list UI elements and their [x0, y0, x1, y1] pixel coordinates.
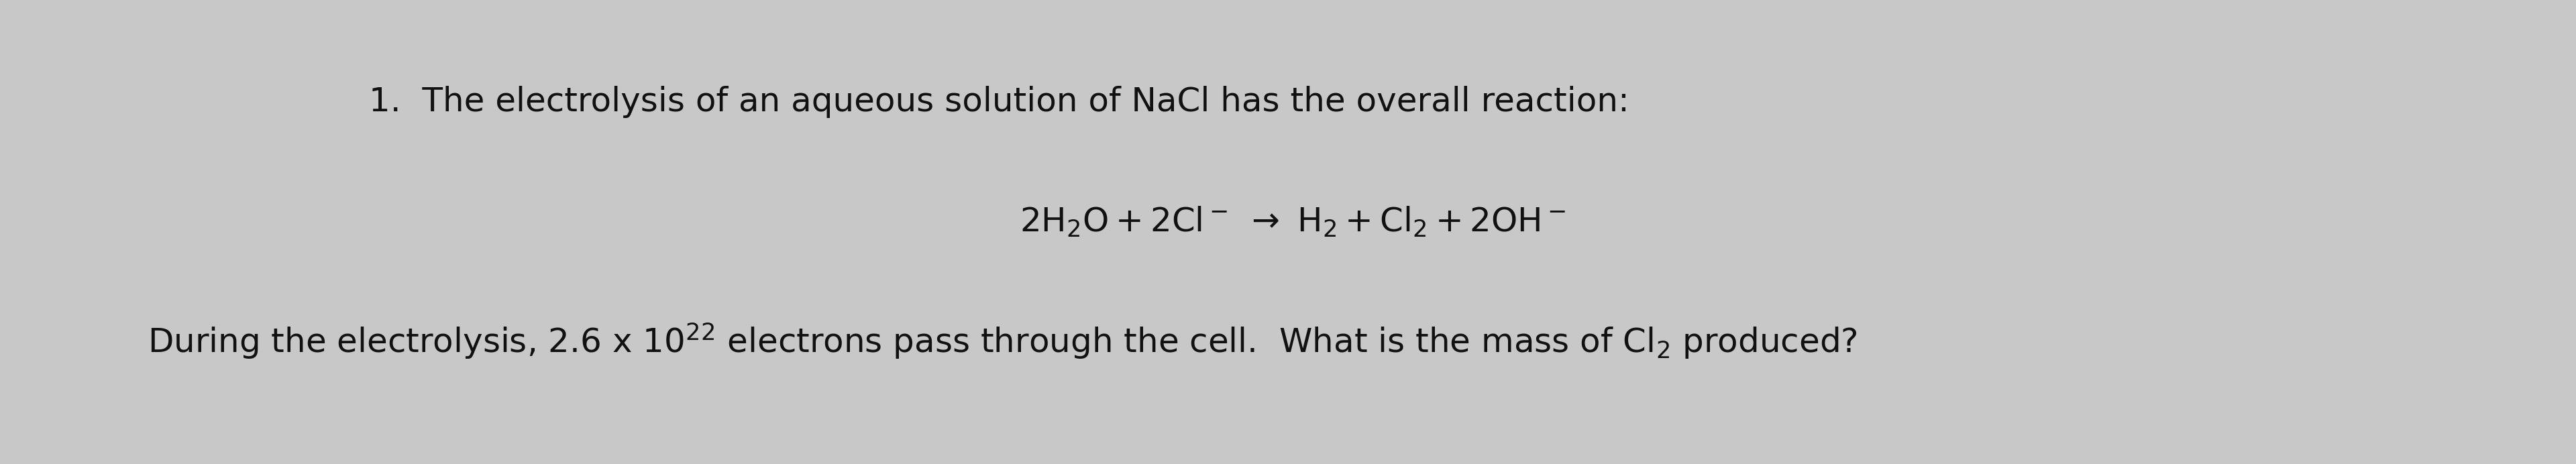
Text: 1.  The electrolysis of an aqueous solution of NaCl has the overall reaction:: 1. The electrolysis of an aqueous soluti… [368, 86, 1631, 118]
Text: $\mathregular{2H_2O + 2Cl^-\ \rightarrow\ H_2 + Cl_2 + 2OH^-}$: $\mathregular{2H_2O + 2Cl^-\ \rightarrow… [1020, 205, 1566, 239]
Text: During the electrolysis, 2.6 x $10^{22}$ electrons pass through the cell.  What : During the electrolysis, 2.6 x $10^{22}$… [147, 321, 1857, 361]
